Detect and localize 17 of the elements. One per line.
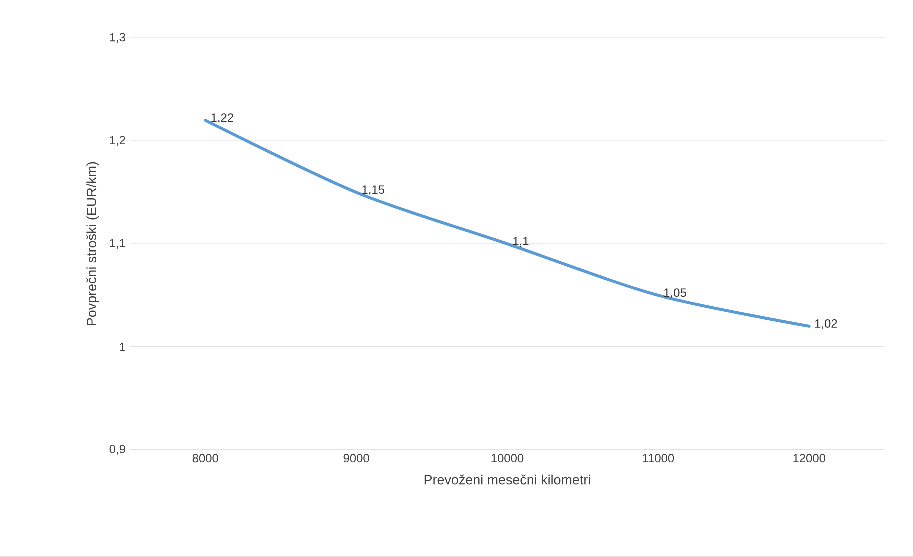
data-label: 1,15 bbox=[362, 186, 384, 196]
x-tick-label: 12000 bbox=[794, 454, 826, 463]
data-label: 1,02 bbox=[815, 319, 838, 330]
y-tick-label: 1,3 bbox=[110, 33, 126, 44]
x-tick-label: 8000 bbox=[192, 454, 218, 463]
y-tick-label: 1,1 bbox=[110, 239, 126, 249]
y-tick-label: 1,2 bbox=[110, 136, 126, 146]
data-label: 1,1 bbox=[514, 237, 529, 247]
x-tick-label: 11000 bbox=[643, 454, 674, 463]
y-axis-title: Povprečni stroški (EUR/km) bbox=[86, 162, 100, 326]
data-label: 1,05 bbox=[664, 288, 686, 298]
x-tick-label: 10000 bbox=[492, 454, 524, 463]
data-label: 1,22 bbox=[212, 114, 234, 124]
y-tick-label: 0,9 bbox=[110, 444, 126, 455]
y-tick-label: 1 bbox=[120, 342, 126, 352]
x-tick-label: 9000 bbox=[344, 454, 370, 463]
x-axis-title: Prevoženi mesečni kilometri bbox=[424, 474, 590, 485]
